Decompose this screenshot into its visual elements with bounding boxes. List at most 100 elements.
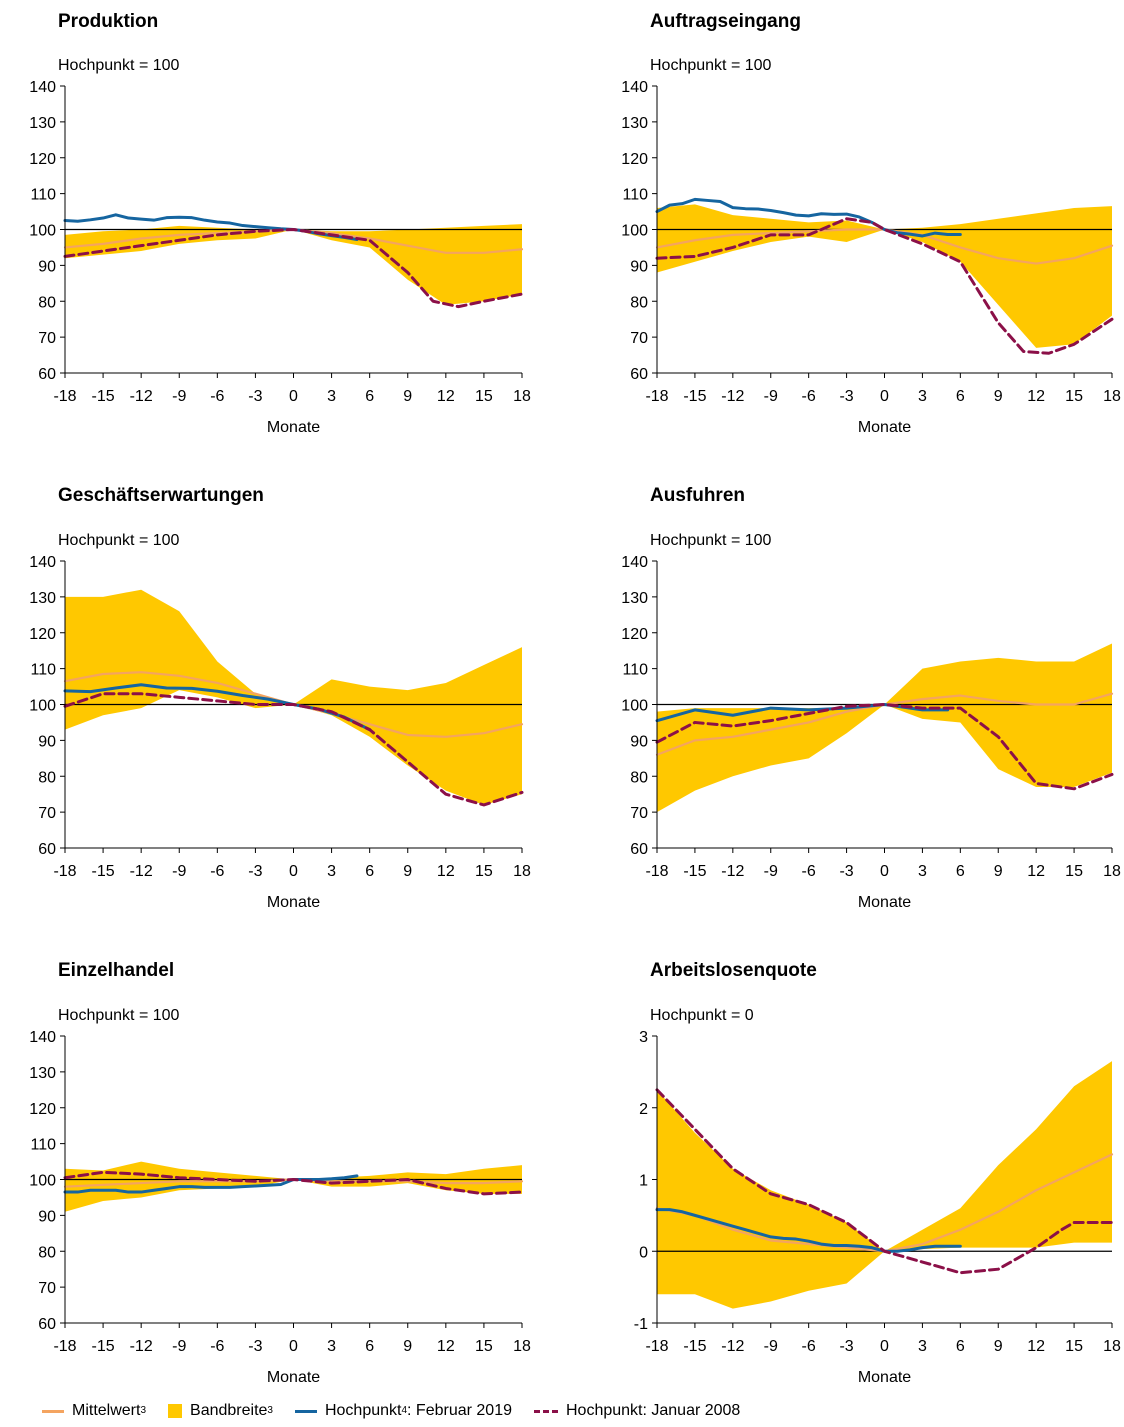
chart3-x-tick-label: 3 xyxy=(327,863,336,880)
chart6-x-tick-label: 9 xyxy=(994,1338,1003,1355)
chart5-x-axis-label: Monate xyxy=(267,1369,320,1386)
chart6-x-axis-label: Monate xyxy=(858,1369,911,1386)
chart4-x-tick-label: 18 xyxy=(1103,863,1121,880)
chart2-y-tick-label: 70 xyxy=(630,330,648,347)
chart2-x-tick-label: 0 xyxy=(880,388,889,405)
chart2-y-tick-label: 100 xyxy=(621,223,648,240)
chart1-x-tick-label: -6 xyxy=(210,388,224,405)
chart4-x-tick-label: -12 xyxy=(721,863,744,880)
chart2-subtitle: Hochpunkt = 100 xyxy=(650,57,772,74)
chart5-x-tick-label: -12 xyxy=(130,1338,153,1355)
chart2-y-tick-label: 120 xyxy=(621,151,648,168)
chart1-x-tick-label: 9 xyxy=(403,388,412,405)
legend-label-mean: Mittelwert xyxy=(72,1402,141,1419)
legend-swatch-mean xyxy=(42,1409,64,1413)
chart3-y-tick-label: 90 xyxy=(38,733,56,750)
chart4-y-tick-label: 90 xyxy=(630,733,648,750)
chart5-y-tick-label: 130 xyxy=(29,1065,56,1082)
chart4-x-tick-label: -15 xyxy=(683,863,706,880)
chart5-band-area xyxy=(65,1161,522,1212)
chart2-series-jan2008 xyxy=(655,217,1114,355)
chart3-x-tick-label: 9 xyxy=(403,863,412,880)
chart6-x-tick-label: -15 xyxy=(683,1338,706,1355)
chart6-x-tick-label: -9 xyxy=(764,1338,778,1355)
chart1-x-tick-label: 18 xyxy=(513,388,531,405)
chart5-subtitle: Hochpunkt = 100 xyxy=(58,1007,180,1024)
chart2-x-tick-label: 3 xyxy=(918,388,927,405)
chart6-x-tick-label: -3 xyxy=(839,1338,853,1355)
chart2-y-tick-label: 130 xyxy=(621,115,648,132)
chart5-series-jan2008 xyxy=(63,1170,524,1196)
chart6-y-tick-label: 3 xyxy=(639,1029,648,1046)
chart5-x-tick-label: -9 xyxy=(172,1338,186,1355)
chart3-y-tick-label: 100 xyxy=(29,698,56,715)
chart5-x-tick-label: 15 xyxy=(475,1338,493,1355)
chart5-x-tick-label: -3 xyxy=(248,1338,262,1355)
chart4-y-tick-label: 130 xyxy=(621,590,648,607)
chart6-x-tick-label: 6 xyxy=(956,1338,965,1355)
chart3-x-tick-label: 0 xyxy=(289,863,298,880)
chart2-x-tick-label: 15 xyxy=(1065,388,1083,405)
chart5-x-tick-label: 0 xyxy=(289,1338,298,1355)
chart6-x-tick-label: 0 xyxy=(880,1338,889,1355)
chart2-x-tick-label: 9 xyxy=(994,388,1003,405)
chart1-y-tick-label: 110 xyxy=(30,187,56,204)
chart6-title: Arbeitslosenquote xyxy=(650,960,817,981)
chart4-title: Ausfuhren xyxy=(650,485,745,506)
chart6-x-tick-label: -12 xyxy=(721,1338,744,1355)
chart3-y-tick-label: 60 xyxy=(38,841,56,858)
chart6-y-tick-label: 2 xyxy=(639,1101,648,1118)
chart3-y-tick-label: 130 xyxy=(29,590,56,607)
chart6-x-tick-label: -6 xyxy=(802,1338,816,1355)
chart1-y-tick-label: 90 xyxy=(38,258,56,275)
chart2-x-tick-label: -15 xyxy=(683,388,706,405)
chart4-y-tick-label: 60 xyxy=(630,841,648,858)
chart1-y-tick-label: 80 xyxy=(38,294,56,311)
chart4-x-tick-label: 12 xyxy=(1027,863,1045,880)
chart2-x-tick-label: -18 xyxy=(645,388,668,405)
chart4-x-tick-label: 0 xyxy=(880,863,889,880)
chart2-x-tick-label: -9 xyxy=(764,388,778,405)
chart6-x-tick-label: 12 xyxy=(1027,1338,1045,1355)
legend-label-feb2019-b: : Februar 2019 xyxy=(407,1402,512,1419)
legend-label-feb2019-a: Hochpunkt xyxy=(324,1402,402,1419)
chart3-title: Geschäftserwartungen xyxy=(58,485,264,506)
chart2-x-tick-label: -3 xyxy=(839,388,853,405)
chart4-series-jan2008 xyxy=(655,703,1114,791)
chart3-x-axis-label: Monate xyxy=(267,894,320,911)
chart5-y-tick-label: 70 xyxy=(38,1280,56,1297)
chart2-series-feb2019 xyxy=(655,197,962,238)
chart3-band-area xyxy=(65,589,522,805)
chart2-x-tick-label: -6 xyxy=(802,388,816,405)
chart4-x-tick-label: -3 xyxy=(839,863,853,880)
chart5-x-tick-label: 6 xyxy=(365,1338,374,1355)
chart5-y-tick-label: 60 xyxy=(38,1316,56,1333)
chart2-x-tick-label: 12 xyxy=(1027,388,1045,405)
chart6-y-tick-label: -1 xyxy=(634,1316,648,1333)
chart4-y-tick-label: 110 xyxy=(622,662,648,679)
chart1-title: Produktion xyxy=(58,11,158,32)
chart2-y-tick-label: 110 xyxy=(622,187,648,204)
chart4-x-tick-label: 15 xyxy=(1065,863,1083,880)
chart3-x-tick-label: -12 xyxy=(130,863,153,880)
chart4-subtitle: Hochpunkt = 100 xyxy=(650,532,772,549)
chart4-x-tick-label: -9 xyxy=(764,863,778,880)
legend-swatch-band xyxy=(168,1404,183,1418)
chart3-x-tick-label: -9 xyxy=(172,863,186,880)
legend-swatch-feb2019 xyxy=(294,1409,317,1413)
chart6-x-tick-label: -18 xyxy=(645,1338,668,1355)
chart5-x-tick-label: 9 xyxy=(403,1338,412,1355)
chart5-x-tick-label: -18 xyxy=(53,1338,76,1355)
chart2-band-area xyxy=(657,204,1112,348)
legend: Mittelwert 3 Bandbreite 3 Hochpunkt 4: Febr… xyxy=(42,1397,762,1425)
chart1-x-tick-label: -15 xyxy=(92,388,115,405)
chart1-series-jan2008 xyxy=(63,228,524,309)
chart1-x-tick-label: -9 xyxy=(172,388,186,405)
chart4-x-tick-label: -18 xyxy=(645,863,668,880)
chart3-x-tick-label: 6 xyxy=(365,863,374,880)
chart1-y-tick-label: 120 xyxy=(29,151,56,168)
chart4-x-tick-label: -6 xyxy=(802,863,816,880)
chart2-x-tick-label: -12 xyxy=(721,388,744,405)
chart5-x-tick-label: -15 xyxy=(92,1338,115,1355)
chart5-y-tick-label: 120 xyxy=(29,1101,56,1118)
